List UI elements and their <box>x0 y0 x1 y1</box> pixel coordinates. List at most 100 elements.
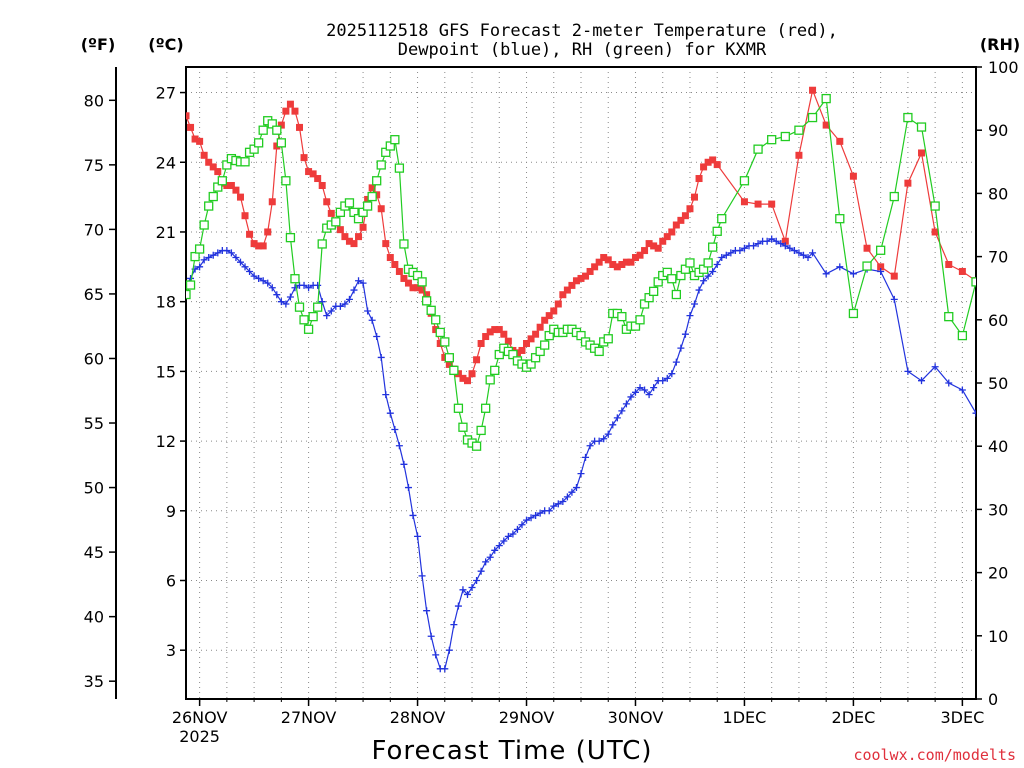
temperature-point <box>582 272 590 280</box>
rh-point <box>199 220 209 230</box>
dewpoint-point <box>200 256 208 264</box>
temperature-point <box>382 240 390 248</box>
temperature-point <box>468 370 476 378</box>
rh-point <box>399 239 409 249</box>
temperature-point <box>187 123 195 131</box>
dewpoint-point <box>509 530 517 538</box>
dewpoint-point <box>568 488 576 496</box>
temperature-point <box>945 261 953 268</box>
temperature-point <box>200 151 208 159</box>
dewpoint-point <box>677 344 685 352</box>
rh-point <box>540 340 550 350</box>
dewpoint-point <box>350 286 358 294</box>
dewpoint-point <box>768 235 776 243</box>
dewpoint-point <box>459 586 467 594</box>
dewpoint-point <box>709 267 717 275</box>
dewpoint-point <box>404 484 412 492</box>
dewpoint-point <box>432 651 440 659</box>
rh-point <box>362 201 373 211</box>
dewpoint-point <box>736 247 744 255</box>
rh-tick-label: 60 <box>988 311 1008 330</box>
dewpoint-point <box>277 298 285 306</box>
dewpoint-series-line <box>186 238 976 670</box>
rh-point <box>944 311 954 322</box>
dewpoint-point <box>545 507 553 515</box>
dewpoint-point <box>536 509 544 517</box>
dewpoint-point <box>268 284 276 292</box>
fahrenheit-tick-label: 65 <box>84 285 104 304</box>
dewpoint-point <box>368 316 376 324</box>
temperature-point <box>286 100 294 108</box>
rh-point <box>971 277 976 287</box>
rh-point <box>617 311 627 322</box>
temperature-point <box>255 242 263 250</box>
temperature-point <box>918 149 926 157</box>
temperature-point <box>532 330 540 338</box>
data-series <box>186 86 1007 673</box>
rh-point <box>821 93 831 104</box>
temperature-point <box>209 163 217 171</box>
temperature-point <box>849 172 857 180</box>
dewpoint-point <box>890 295 898 303</box>
temperature-point <box>545 312 553 320</box>
rh-point <box>835 214 845 224</box>
temperature-point <box>536 323 544 331</box>
temperature-point <box>500 330 508 338</box>
rh-point <box>999 278 1007 286</box>
dewpoint-point <box>300 281 308 289</box>
rh-point <box>417 277 427 287</box>
temperature-point <box>264 228 272 236</box>
rh-point <box>767 135 777 145</box>
dewpoint-point <box>613 414 621 422</box>
dewpoint-point <box>958 386 966 394</box>
rh-point <box>258 125 268 135</box>
rh-point <box>440 337 450 347</box>
temperature-point <box>305 168 313 176</box>
temperature-point <box>400 274 408 282</box>
temperature-point <box>236 193 244 201</box>
chart-title-line1: 2025112518 GFS Forecast 2-meter Temperat… <box>326 21 838 41</box>
rh-point <box>290 274 300 284</box>
dewpoint-point <box>700 277 708 285</box>
temperature-point <box>191 135 199 143</box>
dewpoint-point <box>586 442 594 450</box>
rh-point <box>285 232 296 243</box>
temperature-point <box>323 198 331 206</box>
rh-point <box>204 201 214 211</box>
dewpoint-point <box>849 270 857 278</box>
credit-link[interactable]: coolwx.com/modelts <box>853 746 1016 764</box>
dewpoint-point <box>314 281 322 289</box>
temperature-point <box>404 279 412 287</box>
dewpoint-point <box>454 602 462 610</box>
dewpoint-point <box>241 263 249 271</box>
dewpoint-point <box>282 300 290 308</box>
dewpoint-point <box>904 367 912 375</box>
rh-point <box>685 258 695 268</box>
rh-point <box>476 425 486 436</box>
rh-point <box>667 274 677 284</box>
temperature-point <box>604 256 612 264</box>
dewpoint-point <box>400 460 408 468</box>
fahrenheit-tick-label: 75 <box>84 156 104 175</box>
x-tick-year-label: 2025 <box>179 727 220 746</box>
temperature-point <box>486 328 494 336</box>
temperature-point <box>795 151 803 159</box>
dewpoint-point <box>550 502 558 510</box>
celsius-tick-label: 6 <box>166 572 176 591</box>
dewpoint-point <box>214 249 222 257</box>
x-axis-title: Forecast Time (UTC) <box>371 736 652 766</box>
celsius-tick-label: 15 <box>156 362 176 381</box>
temperature-point <box>781 237 789 245</box>
dewpoint-point <box>495 542 503 550</box>
dewpoint-point <box>264 279 272 287</box>
rh-point <box>453 403 464 413</box>
dewpoint-point <box>532 511 540 519</box>
fahrenheit-tick-label: 50 <box>84 479 104 498</box>
temperature-point <box>641 247 649 255</box>
dewpoint-point <box>754 240 762 248</box>
temperature-point <box>672 221 680 229</box>
rh-tick-label: 50 <box>988 374 1008 393</box>
temperature-point <box>409 284 417 292</box>
rh-point <box>603 334 613 344</box>
temperature-point <box>277 121 285 129</box>
